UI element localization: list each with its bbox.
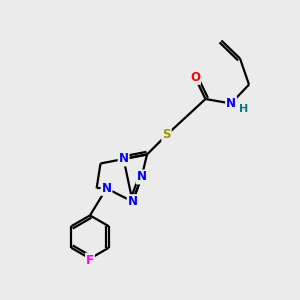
Text: N: N <box>136 170 147 184</box>
Text: O: O <box>190 71 200 84</box>
Text: S: S <box>162 128 171 142</box>
Text: N: N <box>101 182 112 195</box>
Text: F: F <box>86 254 94 267</box>
Text: N: N <box>128 195 138 208</box>
Text: N: N <box>226 97 236 110</box>
Text: H: H <box>239 104 248 114</box>
Text: N: N <box>118 152 129 166</box>
